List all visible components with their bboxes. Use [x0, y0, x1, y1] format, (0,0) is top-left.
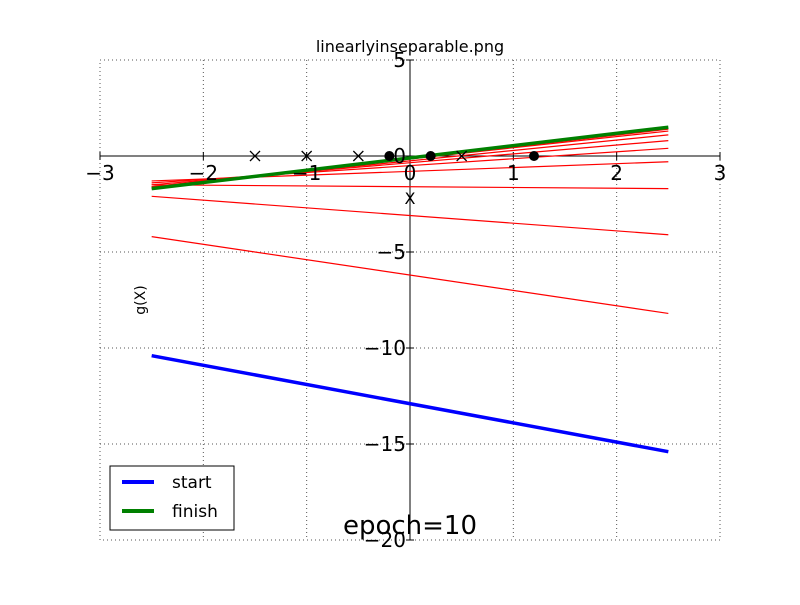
epoch-annotation: epoch=10 [343, 511, 477, 541]
y-tick-label: −10 [364, 336, 406, 360]
cross-stroke [249, 150, 261, 162]
x-tick-label: −1 [292, 161, 321, 185]
x-tick-label: 2 [610, 161, 623, 185]
legend-box [109, 465, 235, 531]
cross-stroke [456, 150, 468, 162]
data-point-dot [529, 151, 539, 161]
x-tick-label: 1 [507, 161, 520, 185]
x-axis-label: X [405, 189, 416, 208]
cross-stroke [352, 150, 364, 162]
data-point-cross [301, 150, 313, 162]
chart-title: linearlyinseparable.png [316, 37, 504, 56]
y-tick-label: 0 [393, 144, 406, 168]
legend-label-finish: finish [172, 502, 218, 522]
legend: start finish [109, 465, 235, 531]
data-point-cross [249, 150, 261, 162]
intermediate-line [151, 195, 669, 236]
tick-labels: −3 −2 −1 0 1 2 350−5−10−15−20 [85, 48, 726, 552]
series-line-start [151, 353, 669, 454]
series-lines [151, 125, 669, 454]
cross-stroke [301, 150, 313, 162]
x-tick-label: −3 [85, 161, 114, 185]
y-tick-label: 5 [393, 48, 406, 72]
y-axis-label: g(X) [133, 285, 149, 314]
series-line-finish [151, 125, 669, 191]
data-point-dot [384, 151, 395, 161]
x-tick-label: 3 [714, 161, 727, 185]
legend-label-start: start [172, 473, 212, 493]
y-tick-label: −5 [377, 240, 406, 264]
data-point-dot [425, 151, 436, 161]
intermediate-line [151, 236, 669, 315]
x-tick-label: 0 [404, 161, 417, 185]
y-tick-label: −15 [364, 432, 406, 456]
plot-frame [99, 59, 721, 541]
data-points [249, 150, 539, 162]
data-point-cross [352, 150, 364, 162]
y-tick-label: −20 [364, 528, 406, 552]
x-tick-label: −2 [189, 161, 218, 185]
data-point-cross [456, 150, 468, 162]
intermediate-line [151, 184, 669, 190]
